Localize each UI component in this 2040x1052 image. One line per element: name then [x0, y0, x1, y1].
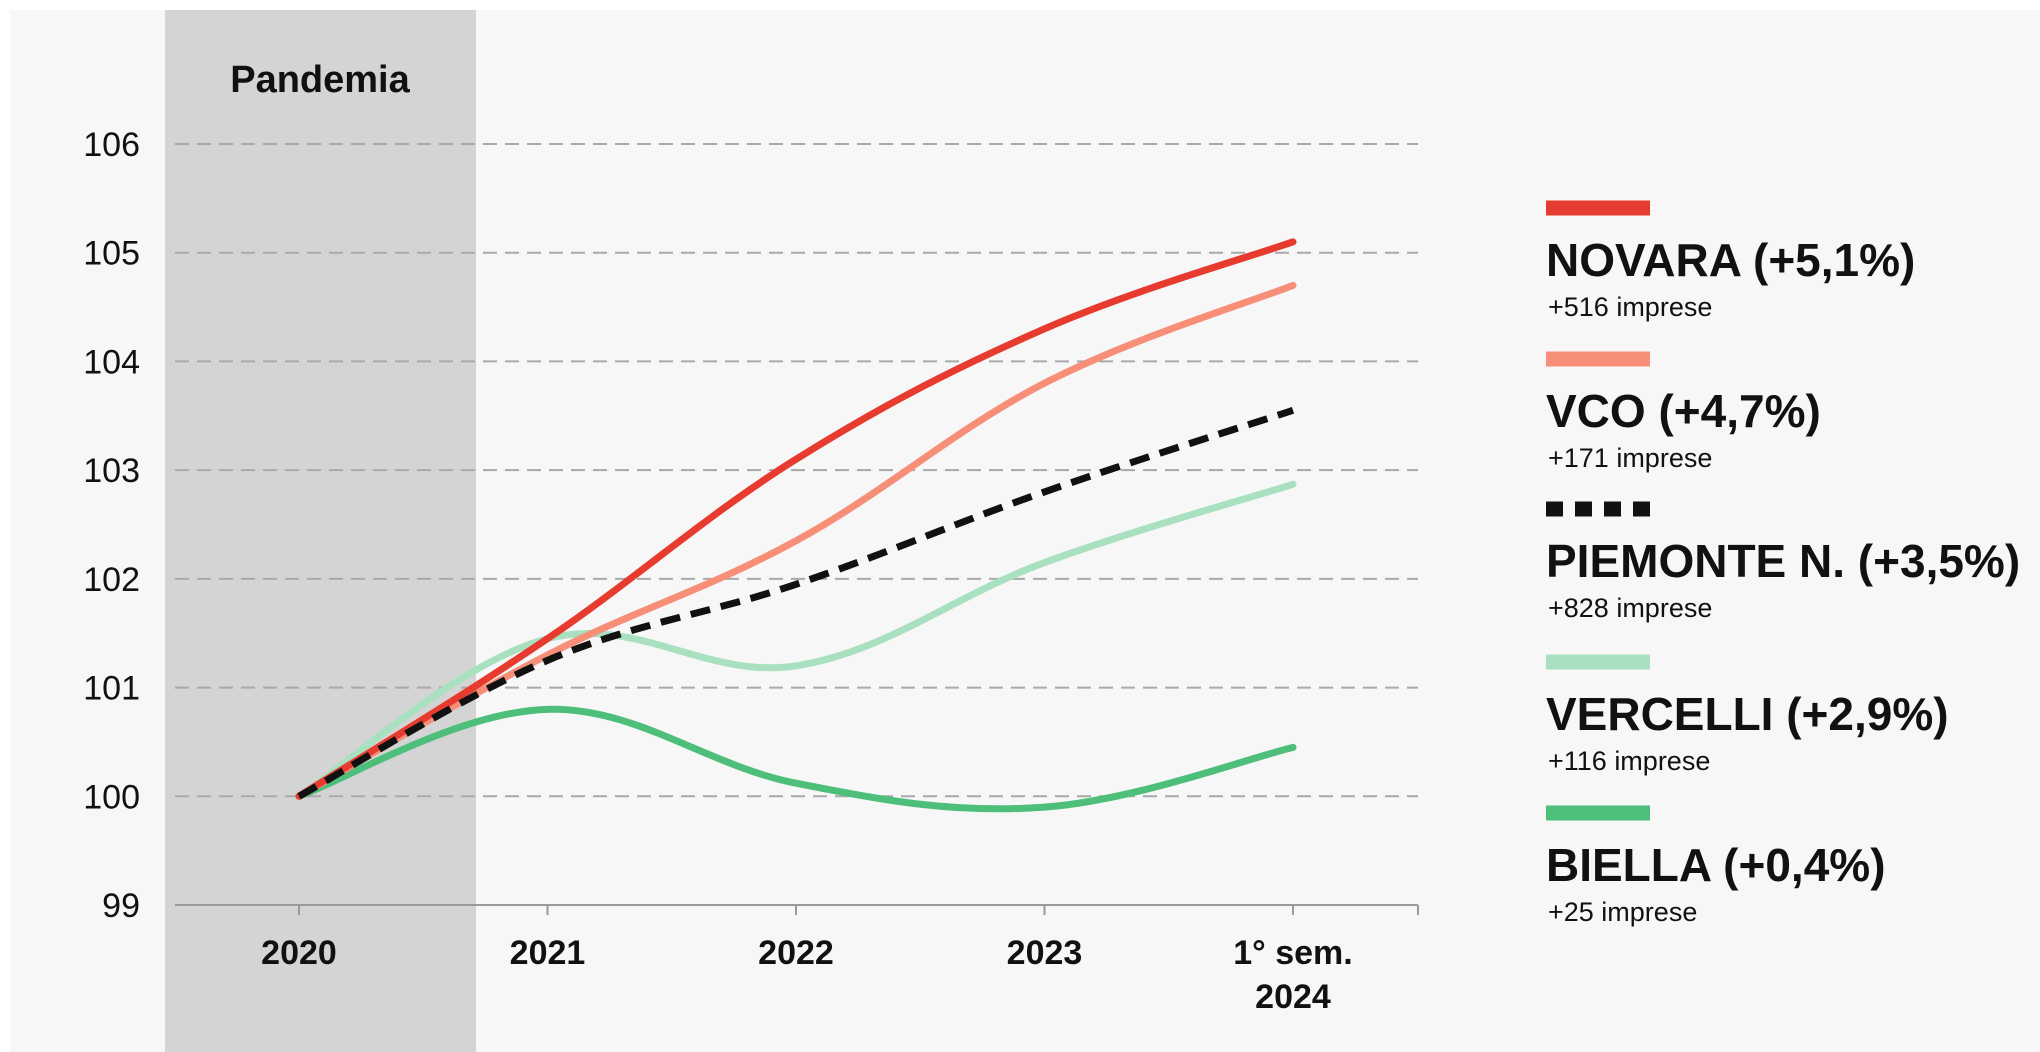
x-tick-label-line: 2023 — [1007, 934, 1083, 972]
x-tick-label-0: 2020 — [261, 934, 337, 972]
legend-note-novara: +516 imprese — [1548, 292, 1712, 322]
legend-note-vercelli: +116 imprese — [1548, 746, 1710, 776]
legend-label-piemonte: PIEMONTE N. (+3,5%) — [1546, 535, 2020, 587]
series-line-piemonte — [297, 407, 1295, 800]
legend-label-novara: NOVARA (+5,1%) — [1546, 234, 1915, 286]
x-tick-label-line: 2024 — [1255, 978, 1331, 1016]
x-tick-label-line: 1° sem. — [1233, 934, 1352, 972]
y-tick-label-105: 105 — [83, 235, 140, 273]
pandemic-band — [165, 10, 476, 1052]
series-line-biella — [295, 705, 1297, 813]
x-tick-label-line: 2022 — [758, 934, 834, 972]
legend-note-biella: +25 imprese — [1548, 897, 1697, 927]
series-line-novara — [295, 238, 1297, 800]
series-line-vercelli — [295, 480, 1297, 800]
legend-note-piemonte: +828 imprese — [1548, 593, 1712, 623]
legend-note-vco: +171 imprese — [1548, 443, 1712, 473]
x-tick-label-3: 2023 — [1007, 934, 1083, 972]
pandemic-band-label: Pandemia — [230, 59, 410, 101]
series-lines — [295, 238, 1297, 813]
x-tick-label-line: 2020 — [261, 934, 337, 972]
x-tick-label-line: 2021 — [510, 934, 586, 972]
y-tick-label-101: 101 — [83, 670, 140, 708]
x-tick-label-1: 2021 — [510, 934, 586, 972]
y-tick-label-106: 106 — [83, 126, 140, 164]
x-tick-label-2: 2022 — [758, 934, 834, 972]
axes: 99 100 101 102 103 104 105 106 2020 2021 2022 2023 1… — [83, 126, 1419, 1016]
legend-label-biella: BIELLA (+0,4%) — [1546, 839, 1886, 891]
y-tick-label-99: 99 — [102, 887, 140, 925]
legend-label-vercelli: VERCELLI (+2,9%) — [1546, 688, 1949, 740]
y-tick-label-104: 104 — [83, 343, 140, 381]
x-tick-label-4: 1° sem. 2024 — [1233, 934, 1352, 1016]
y-tick-label-102: 102 — [83, 561, 140, 599]
y-tick-label-103: 103 — [83, 452, 140, 490]
pandemic-band-layer: Pandemia — [165, 10, 476, 1052]
chart-frame: Pandemia 99 100 101 102 103 104 105 106 2020 2021… — [10, 10, 2040, 1052]
legend: NOVARA (+5,1%) +516 imprese VCO (+4,7%) +17… — [1546, 200, 2020, 927]
line-chart: Pandemia 99 100 101 102 103 104 105 106 2020 2021… — [83, 10, 2020, 1052]
y-tick-label-100: 100 — [83, 778, 140, 816]
legend-label-vco: VCO (+4,7%) — [1546, 385, 1821, 437]
gridlines — [175, 143, 1418, 798]
